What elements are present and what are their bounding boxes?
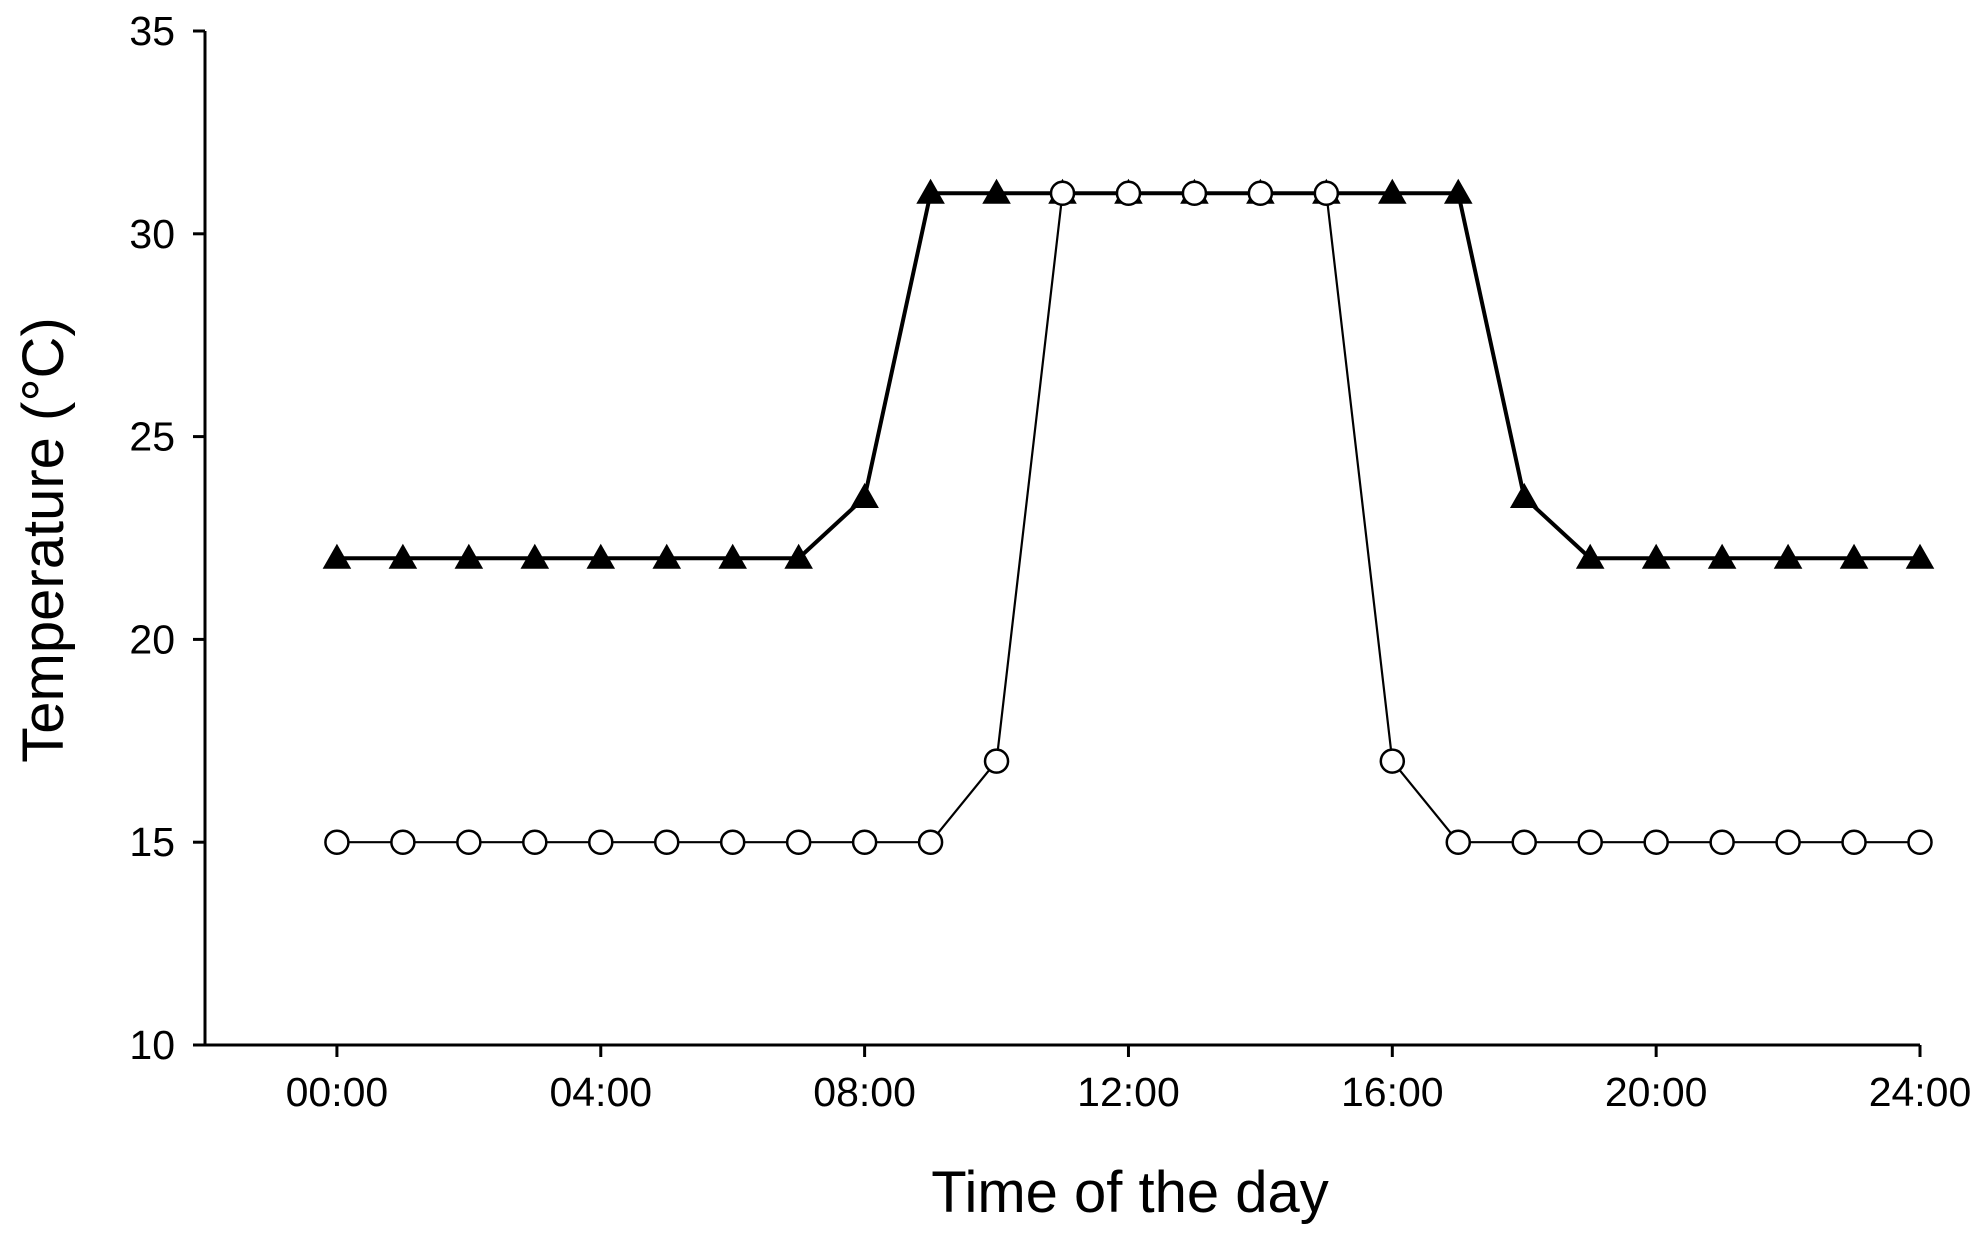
series-lines	[336, 191, 1920, 844]
series-1-line	[336, 192, 1920, 844]
triangle-marker	[1839, 543, 1869, 569]
x-tick-label: 20:00	[1605, 1069, 1708, 1115]
circle-marker	[1313, 180, 1340, 206]
circle-marker	[653, 829, 680, 855]
circle-marker	[851, 829, 878, 855]
y-tick-label: 35	[129, 8, 175, 54]
circle-marker	[983, 748, 1010, 774]
circle-marker	[324, 829, 350, 855]
circle-marker	[1115, 180, 1142, 206]
circle-marker	[1775, 829, 1801, 855]
triangle-marker	[916, 178, 945, 204]
y-tick-label: 30	[129, 211, 175, 257]
circle-marker	[456, 829, 482, 855]
circle-marker	[1511, 829, 1537, 855]
triangle-marker	[982, 178, 1011, 204]
circle-marker	[522, 829, 548, 855]
axes: 10 15 20 25 30 35 00:00 04:00 08:00 12:00 16:00 20:…	[129, 8, 1971, 1115]
circle-marker	[1907, 829, 1933, 855]
triangle-marker	[586, 543, 616, 569]
circle-marker	[1049, 180, 1076, 206]
triangle-marker	[454, 543, 484, 569]
circle-marker	[1709, 829, 1735, 855]
circle-marker	[390, 829, 416, 855]
triangle-marker	[1575, 543, 1605, 569]
circle-marker	[588, 829, 614, 855]
circle-marker	[917, 829, 944, 855]
y-tick-label: 25	[129, 414, 175, 460]
y-tick-label: 10	[129, 1022, 175, 1068]
triangle-marker	[1905, 543, 1935, 569]
x-tick-label: 04:00	[549, 1069, 652, 1115]
circle-marker	[1577, 829, 1603, 855]
x-tick-label: 16:00	[1341, 1069, 1444, 1115]
circle-marker	[719, 829, 746, 855]
triangle-marker	[520, 543, 550, 569]
triangle-marker	[1773, 543, 1803, 569]
triangle-marker	[718, 543, 747, 569]
circle-marker	[1247, 180, 1274, 206]
triangle-marker	[850, 482, 879, 508]
triangle-marker	[388, 543, 418, 569]
triangle-marker	[652, 543, 682, 569]
circle-marker	[1841, 829, 1867, 855]
y-axis-title: Temperature (°C)	[11, 317, 76, 762]
triangle-marker	[1641, 543, 1671, 569]
x-axis-title: Time of the day	[931, 1160, 1329, 1225]
triangle-marker	[784, 543, 813, 569]
x-tick-label: 24:00	[1869, 1069, 1972, 1115]
circle-marker	[1445, 829, 1472, 855]
triangle-marker	[1378, 178, 1407, 204]
x-tick-label: 12:00	[1077, 1069, 1180, 1115]
x-tick-label: 08:00	[813, 1069, 916, 1115]
circle-marker	[785, 829, 812, 855]
circle-marker	[1181, 180, 1208, 206]
circle-marker	[1379, 748, 1406, 774]
y-tick-label: 20	[129, 616, 175, 662]
y-tick-label: 15	[129, 819, 175, 865]
series-markers	[322, 178, 1935, 855]
circle-marker	[1643, 829, 1669, 855]
series-0-line	[336, 191, 1920, 561]
triangle-marker	[1443, 178, 1473, 204]
triangle-marker	[1707, 543, 1737, 569]
x-tick-label: 00:00	[286, 1069, 389, 1115]
triangle-marker	[1509, 482, 1539, 508]
triangle-marker	[322, 543, 352, 569]
